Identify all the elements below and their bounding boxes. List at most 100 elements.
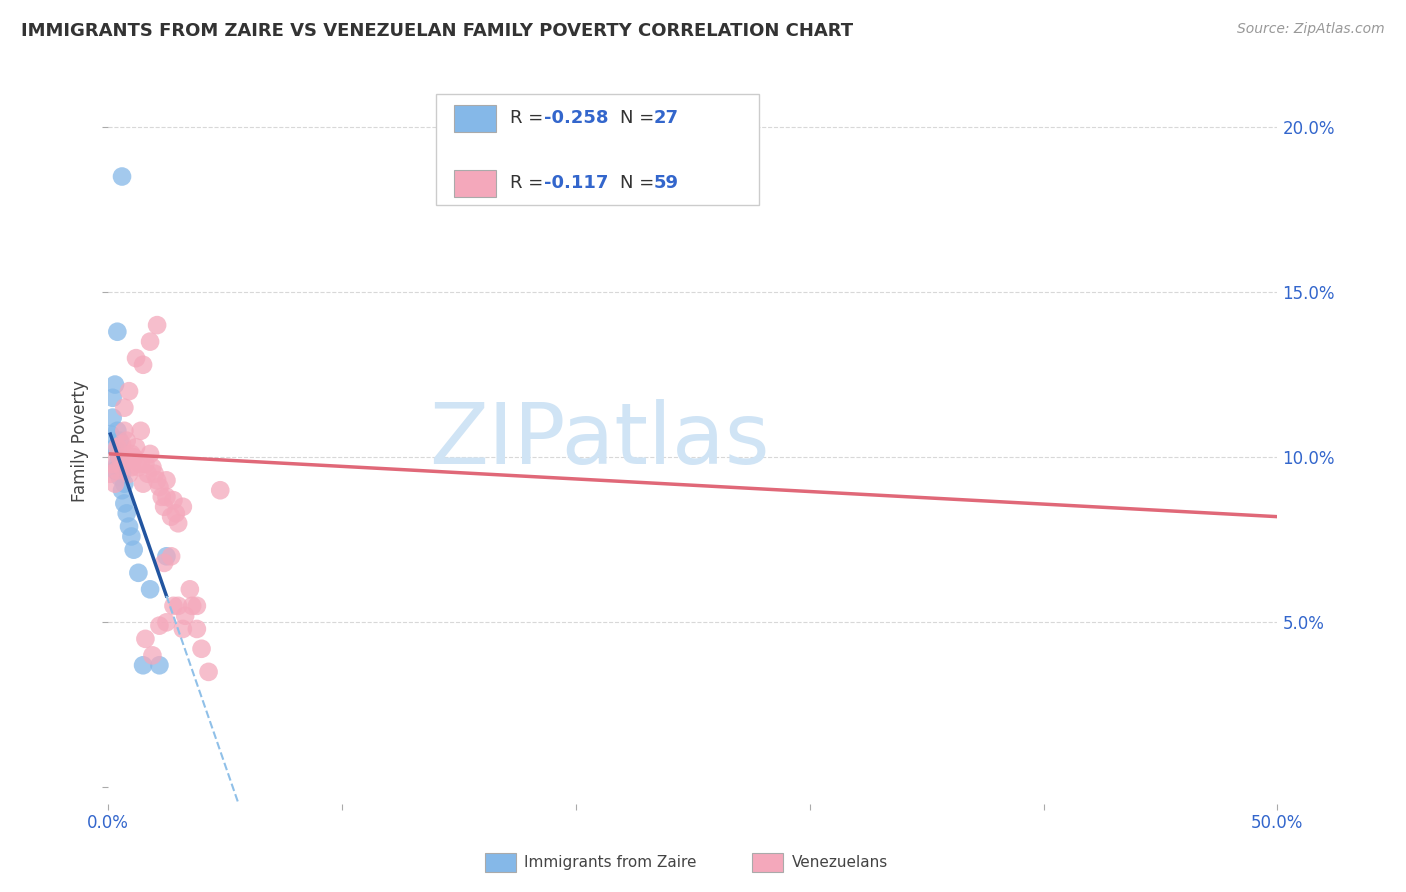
Point [108, 450, 131, 465]
Point [172, 500, 194, 514]
Point [141, 648, 163, 663]
Point [101, 457, 124, 471]
Point [209, 483, 232, 498]
Text: 27: 27 [654, 109, 679, 127]
Point [153, 556, 176, 570]
Point [104, 440, 127, 454]
Point [181, 599, 204, 613]
Point [122, 450, 145, 465]
Point [146, 318, 169, 332]
Text: N =: N = [620, 109, 659, 127]
Point [112, 401, 135, 415]
Point [112, 476, 135, 491]
Point [155, 473, 177, 487]
Text: R =: R = [510, 174, 550, 192]
Point [190, 641, 212, 656]
Point [155, 490, 177, 504]
Point [132, 658, 155, 673]
Point [148, 618, 170, 632]
Point [160, 549, 183, 564]
Point [186, 599, 208, 613]
Point [160, 509, 183, 524]
Point [155, 615, 177, 630]
Point [115, 453, 138, 467]
Point [197, 665, 219, 679]
Point [111, 467, 134, 481]
Point [132, 358, 155, 372]
Point [105, 463, 128, 477]
Point [127, 566, 149, 580]
Point [155, 549, 177, 564]
Point [118, 384, 141, 399]
Point [118, 519, 141, 533]
Point [139, 582, 162, 597]
Point [129, 457, 152, 471]
Text: IMMIGRANTS FROM ZAIRE VS VENEZUELAN FAMILY POVERTY CORRELATION CHART: IMMIGRANTS FROM ZAIRE VS VENEZUELAN FAMI… [21, 22, 853, 40]
Text: ZIPatlas: ZIPatlas [429, 400, 769, 483]
Point [105, 443, 128, 458]
Text: N =: N = [620, 174, 659, 192]
Point [101, 410, 124, 425]
Point [104, 476, 127, 491]
Point [111, 483, 134, 498]
Y-axis label: Family Poverty: Family Poverty [72, 380, 89, 501]
Point [125, 440, 148, 454]
Point [150, 490, 173, 504]
Point [134, 632, 156, 646]
Point [167, 599, 190, 613]
Point [148, 480, 170, 494]
Point [139, 334, 162, 349]
Point [112, 424, 135, 438]
Point [105, 457, 128, 471]
Point [136, 467, 159, 481]
Point [179, 582, 201, 597]
Point [115, 507, 138, 521]
Point [146, 473, 169, 487]
Point [105, 424, 128, 438]
Text: R =: R = [510, 109, 550, 127]
Point [165, 507, 187, 521]
Point [162, 493, 184, 508]
Point [101, 391, 124, 405]
Point [141, 460, 163, 475]
Text: -0.117: -0.117 [544, 174, 609, 192]
Point [132, 476, 155, 491]
Point [105, 440, 128, 454]
Point [143, 467, 166, 481]
Point [111, 437, 134, 451]
Point [108, 470, 131, 484]
Point [120, 529, 142, 543]
Point [115, 434, 138, 448]
Point [139, 447, 162, 461]
Point [129, 424, 152, 438]
Point [127, 460, 149, 475]
Point [134, 457, 156, 471]
Point [118, 467, 141, 481]
Point [98, 467, 121, 481]
Point [153, 500, 176, 514]
Point [167, 516, 190, 531]
Point [108, 434, 131, 448]
Point [125, 351, 148, 366]
Point [98, 427, 121, 442]
Point [162, 599, 184, 613]
Point [108, 450, 131, 465]
Point [172, 622, 194, 636]
Text: Venezuelans: Venezuelans [792, 855, 887, 870]
Point [120, 447, 142, 461]
Text: -0.258: -0.258 [544, 109, 609, 127]
Text: Source: ZipAtlas.com: Source: ZipAtlas.com [1237, 22, 1385, 37]
Text: Immigrants from Zaire: Immigrants from Zaire [524, 855, 697, 870]
Point [120, 460, 142, 475]
Point [112, 496, 135, 510]
Point [148, 658, 170, 673]
Point [111, 460, 134, 475]
Point [111, 169, 134, 184]
Point [105, 325, 128, 339]
Point [186, 622, 208, 636]
Point [104, 377, 127, 392]
Text: 59: 59 [654, 174, 679, 192]
Point [122, 542, 145, 557]
Point [174, 608, 197, 623]
Point [104, 463, 127, 477]
